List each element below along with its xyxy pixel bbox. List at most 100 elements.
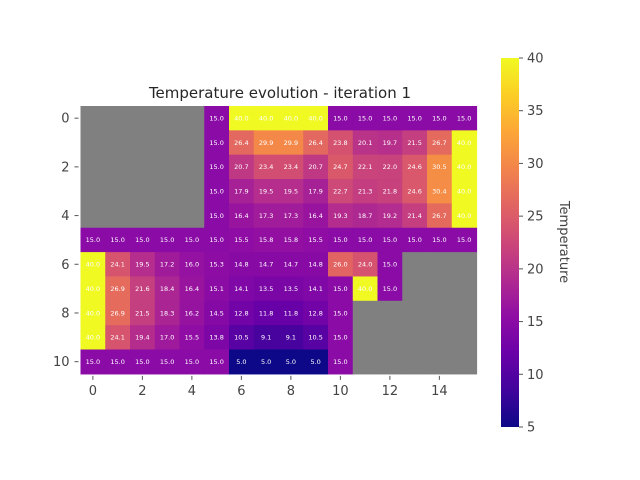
heatmap-cell	[278, 252, 304, 278]
heatmap-cell	[278, 203, 304, 229]
cell-value-label: 19.7	[383, 139, 397, 147]
heatmap-cell	[402, 106, 428, 131]
cell-value-label: 11.8	[284, 309, 298, 317]
masked-cell	[130, 106, 156, 131]
heatmap-cell	[427, 203, 453, 229]
heatmap-cell	[328, 276, 354, 302]
cell-value-label: 15.0	[358, 114, 372, 122]
colorbar-ticks: 5 10 15 20 25 30 35 40	[519, 52, 544, 436]
heatmap-cell	[154, 227, 181, 253]
heatmap-cell	[303, 179, 329, 204]
heatmap-cell	[204, 203, 230, 229]
colorbar-tick-label: 20	[527, 262, 544, 277]
masked-cell	[451, 252, 478, 278]
cell-value-label: 13.5	[259, 285, 273, 293]
cell-value-label: 14.7	[259, 261, 273, 269]
masked-cell	[105, 130, 131, 156]
cell-value-label: 5.0	[310, 358, 320, 366]
heatmap-cell	[328, 130, 354, 156]
masked-cell	[80, 154, 106, 180]
y-tick-label: 2	[61, 160, 69, 175]
heatmap-cell	[154, 300, 181, 326]
heatmap-cell	[80, 300, 106, 326]
masked-cell	[427, 300, 453, 326]
masked-cell	[352, 300, 379, 326]
masked-cell	[427, 276, 453, 302]
heatmap-cell	[229, 179, 255, 204]
cell-value-label: 15.0	[333, 309, 347, 317]
cell-value-label: 14.1	[308, 285, 322, 293]
cell-value-label: 24.1	[110, 334, 124, 342]
cell-value-label: 14.1	[234, 285, 248, 293]
colorbar-tick-label: 15	[527, 315, 544, 330]
heatmap-cell	[328, 252, 354, 278]
y-tick-label: 6	[61, 258, 69, 273]
heatmap-cell	[229, 349, 255, 375]
heatmap-cell	[253, 227, 280, 253]
masked-cell	[105, 154, 131, 180]
heatmap-cell	[377, 227, 403, 253]
heatmap-cell	[328, 300, 354, 326]
cell-value-label: 15.8	[284, 236, 298, 244]
heatmap-cell	[427, 130, 453, 156]
cell-value-label: 15.3	[209, 261, 223, 269]
cell-value-label: 26.9	[110, 285, 124, 293]
heatmap-cell	[427, 179, 453, 204]
heatmap-cell	[377, 154, 403, 180]
cell-value-label: 40.0	[358, 285, 372, 293]
cell-value-label: 9.1	[261, 334, 271, 342]
heatmap-cell	[204, 130, 230, 156]
heatmap-cell	[303, 276, 329, 302]
heatmap-cell	[303, 325, 329, 351]
cell-value-label: 15.0	[383, 261, 397, 269]
heatmap-cell	[451, 154, 478, 180]
heatmap-cell	[402, 154, 428, 180]
heatmap-cell	[130, 349, 156, 375]
heatmap-cell	[303, 252, 329, 278]
cell-value-label: 40.0	[457, 188, 471, 196]
heatmap-cell	[451, 203, 478, 229]
masked-cell	[377, 349, 403, 375]
heatmap-cell	[328, 349, 354, 375]
cell-value-label: 15.5	[308, 236, 322, 244]
cell-value-label: 16.4	[185, 285, 199, 293]
cell-value-label: 15.0	[209, 114, 223, 122]
heatmap-cells	[80, 106, 478, 375]
heatmap-cell	[179, 349, 205, 375]
x-tick-label: 10	[332, 384, 349, 399]
heatmap-cell	[451, 227, 478, 253]
cell-value-label: 40.0	[308, 114, 322, 122]
heatmap-cell	[377, 252, 403, 278]
cell-value-label: 9.1	[286, 334, 296, 342]
colorbar: 5 10 15 20 25 30 35 40	[501, 52, 544, 436]
cell-value-label: 14.5	[209, 309, 223, 317]
heatmap-cell	[80, 227, 106, 253]
cell-value-label: 15.0	[209, 188, 223, 196]
heatmap-cell	[130, 276, 156, 302]
cell-value-label: 15.0	[209, 163, 223, 171]
heatmap-cell	[229, 106, 255, 131]
cell-value-label: 15.0	[457, 236, 471, 244]
cell-value-label: 14.8	[308, 261, 322, 269]
x-tick-label: 0	[89, 384, 97, 399]
cell-value-label: 15.0	[86, 358, 100, 366]
heatmap-annotations: 15.0 40.0 40.0 40.0 40.0 15.0 15.0 15.0 15.0 15.0…	[86, 114, 472, 366]
masked-cell	[451, 276, 478, 302]
heatmap-cell	[278, 349, 304, 375]
cell-value-label: 26.7	[432, 212, 446, 220]
cell-value-label: 23.4	[284, 163, 298, 171]
colorbar-tick-label: 30	[527, 157, 544, 172]
cell-value-label: 15.0	[383, 236, 397, 244]
cell-value-label: 19.3	[333, 212, 347, 220]
heatmap-cell	[303, 203, 329, 229]
heatmap-cell	[303, 154, 329, 180]
cell-value-label: 40.0	[457, 139, 471, 147]
cell-value-label: 26.0	[333, 261, 347, 269]
cell-value-label: 40.0	[457, 212, 471, 220]
cell-value-label: 15.0	[333, 334, 347, 342]
heatmap-cell	[352, 154, 379, 180]
colorbar-label: Temperature	[556, 200, 571, 283]
cell-value-label: 15.0	[432, 236, 446, 244]
cell-value-label: 26.4	[234, 139, 248, 147]
masked-cell	[427, 252, 453, 278]
